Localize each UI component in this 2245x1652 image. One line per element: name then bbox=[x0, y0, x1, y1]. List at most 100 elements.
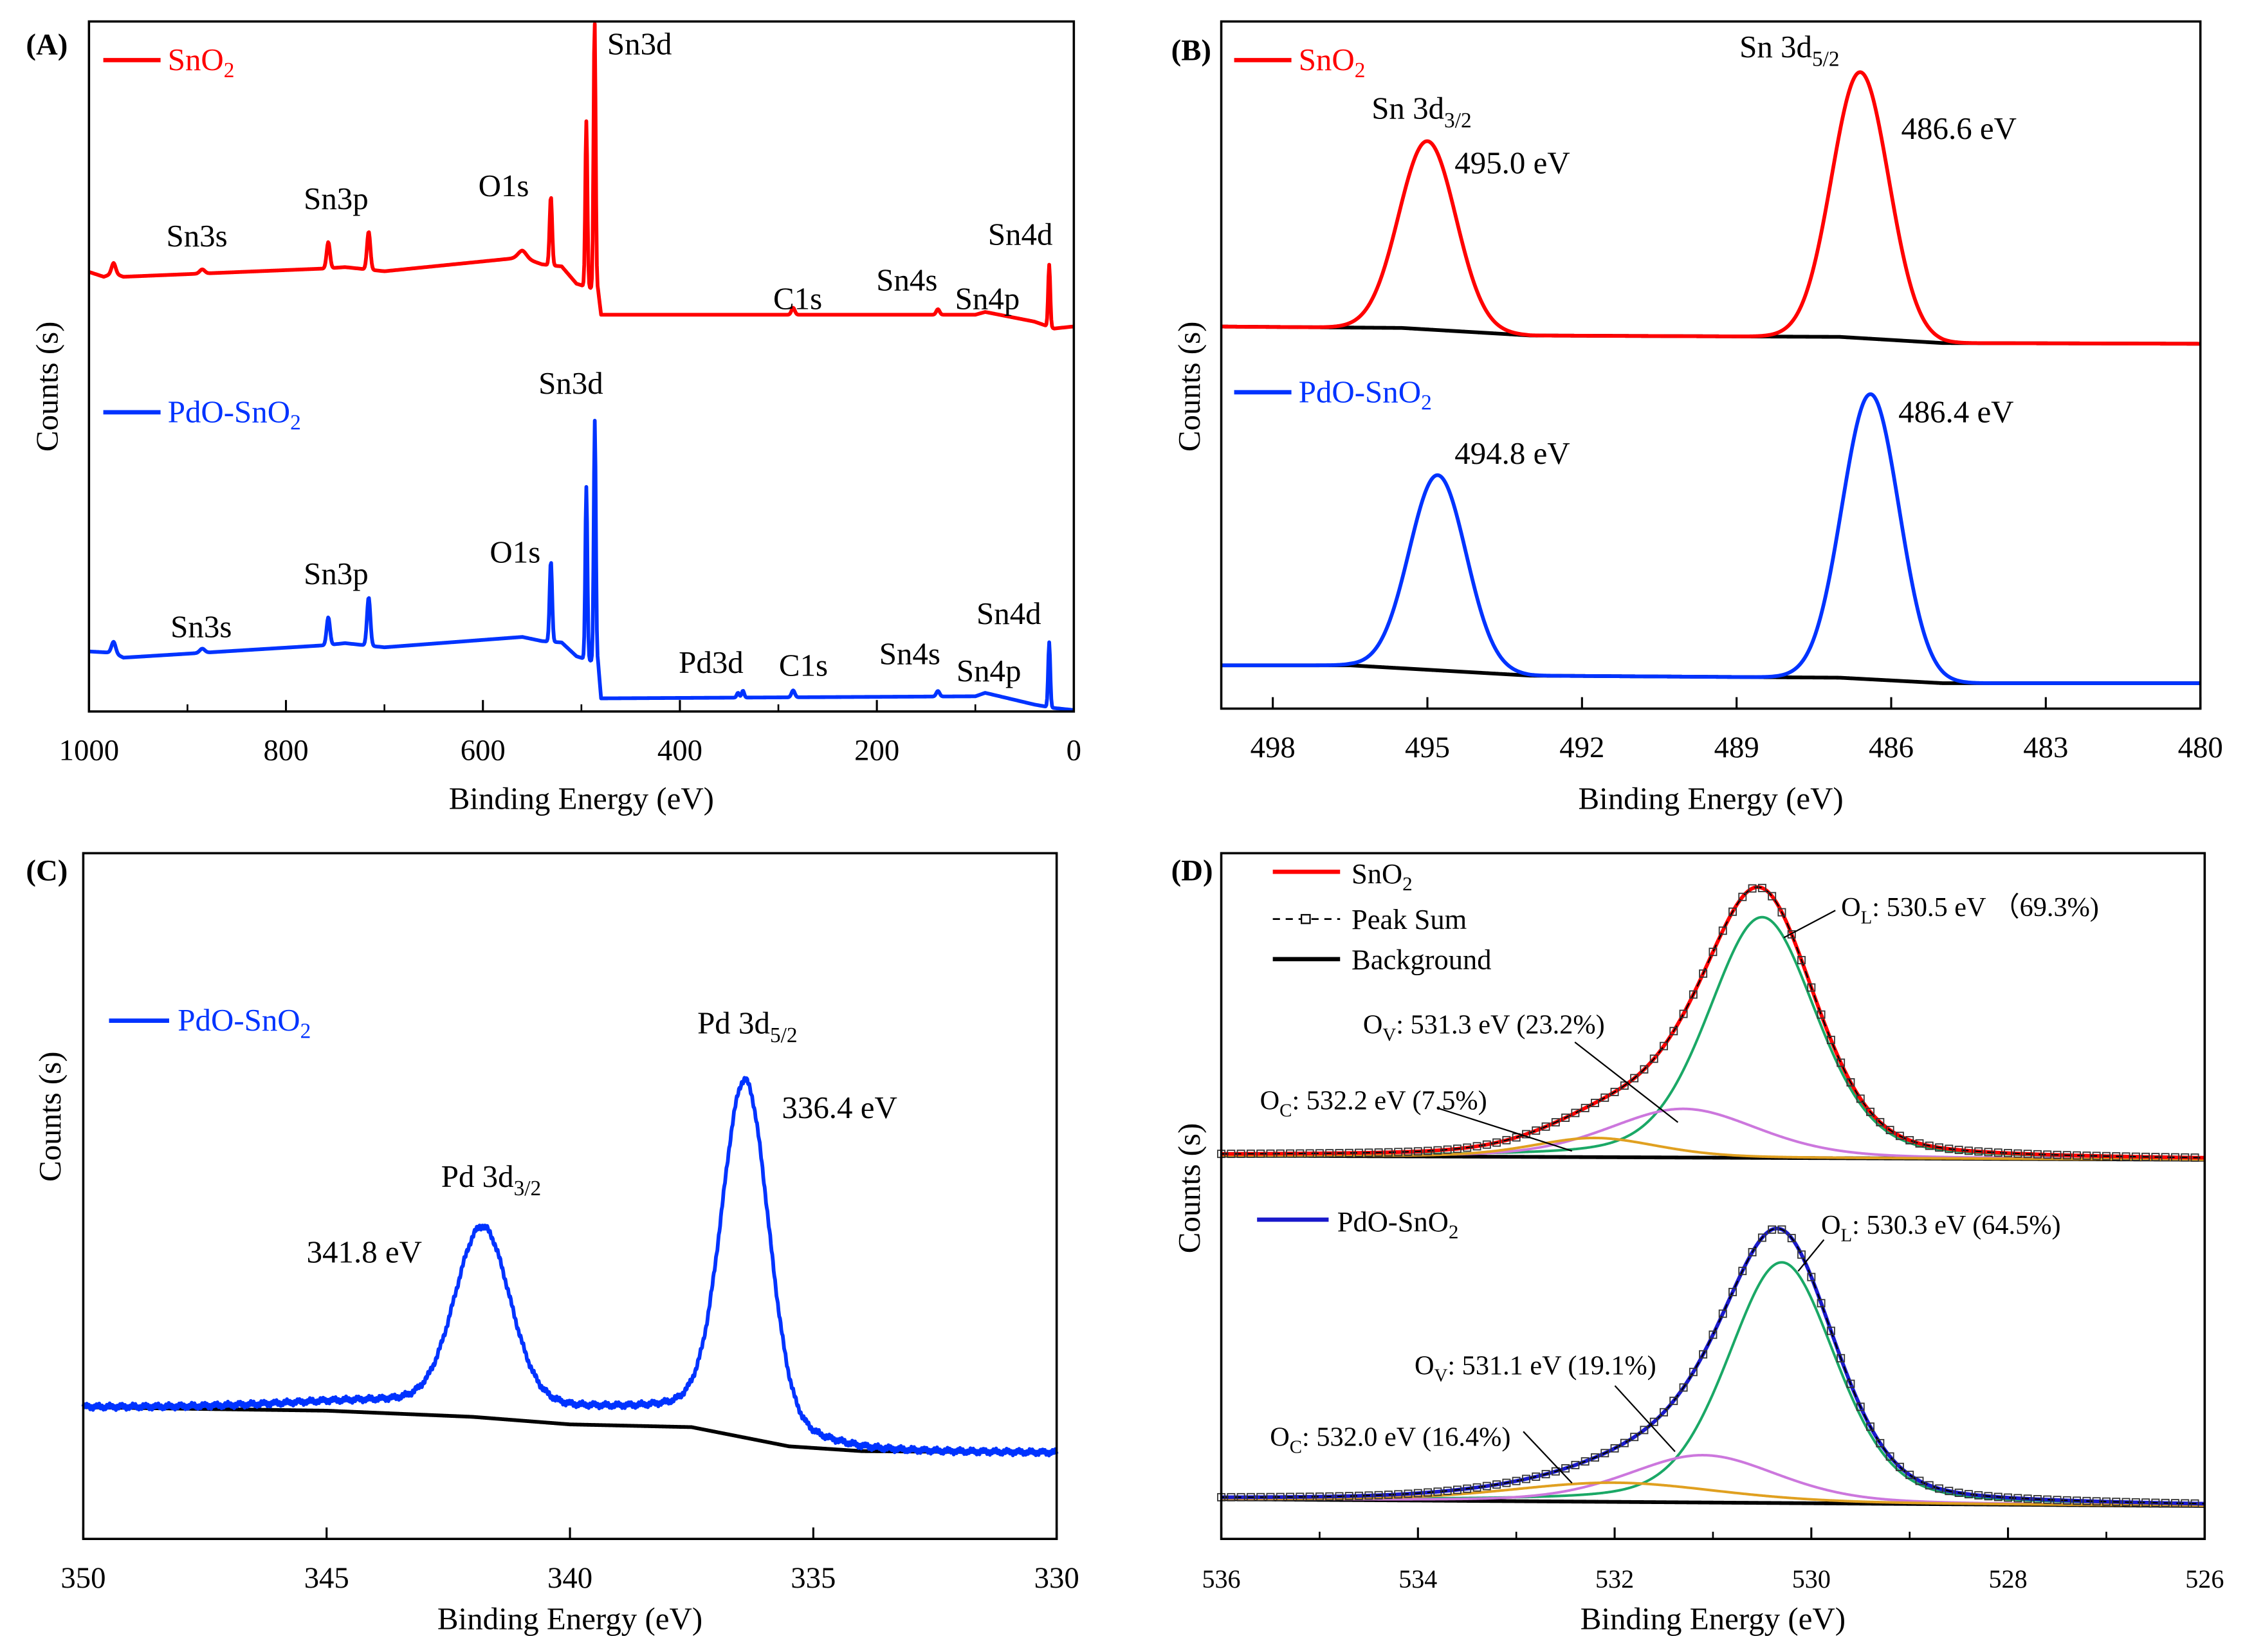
peak-sum-marker bbox=[2062, 1151, 2071, 1160]
peak-sum-marker bbox=[2121, 1152, 2130, 1161]
data-line-pdo-sno2 bbox=[87, 419, 1076, 712]
peak-sum-marker bbox=[1630, 1433, 1639, 1442]
peak-sum-marker bbox=[1344, 1148, 1353, 1157]
x-tick-label: 532 bbox=[1595, 1565, 1634, 1593]
peak-sum-marker bbox=[1561, 1464, 1570, 1473]
x-tick-label: 492 bbox=[1559, 731, 1604, 764]
peak-sum-marker bbox=[2092, 1497, 2101, 1506]
peak-sum-marker bbox=[1620, 1081, 1629, 1090]
peak-sum-marker bbox=[2062, 1496, 2071, 1505]
peak-sum-marker bbox=[1738, 1267, 1747, 1276]
annotation-ol-pdo-sno2: OL: 530.3 eV (64.5%) bbox=[1821, 1210, 2061, 1245]
legend-label-sno2: SnO2 bbox=[1352, 858, 1413, 895]
peak-sum-marker bbox=[1591, 1453, 1599, 1462]
annotation-sn3p: Sn3p bbox=[304, 181, 369, 216]
panel-b: 498 495 492 489 486 483 480 Binding Energy (eV)… bbox=[1171, 20, 2223, 816]
annotation-sno2-52-be: 486.6 eV bbox=[1901, 111, 2017, 146]
peak-sum-marker bbox=[1866, 1107, 1874, 1116]
y-axis-label: Counts (s) bbox=[32, 1051, 68, 1182]
leader-line-ov bbox=[1574, 1042, 1679, 1123]
x-tick-label: 200 bbox=[854, 734, 899, 767]
peak-sum-marker bbox=[1512, 1476, 1521, 1485]
legend-label-sno2: SnO2 bbox=[168, 42, 235, 82]
peak-sum-marker bbox=[1492, 1138, 1501, 1147]
peak-sum-marker bbox=[1246, 1150, 1255, 1158]
peak-sum-marker bbox=[1600, 1093, 1609, 1102]
peak-sum-marker bbox=[1315, 1492, 1324, 1501]
peak-sum-marker bbox=[1561, 1114, 1570, 1122]
y-axis-label: Counts (s) bbox=[1171, 1123, 1207, 1254]
peak-sum-marker bbox=[1305, 1492, 1314, 1501]
peak-sum-marker bbox=[1935, 1143, 1944, 1152]
x-tick-label: 350 bbox=[60, 1561, 105, 1595]
peak-sum-marker bbox=[1993, 1148, 2002, 1157]
peak-sum-marker bbox=[1826, 1036, 1835, 1045]
peak-sum-marker bbox=[1610, 1087, 1619, 1096]
peak-sum-marker bbox=[1551, 1118, 1560, 1127]
peak-sum-marker bbox=[2082, 1152, 2091, 1161]
peak-sum-marker bbox=[1424, 1146, 1433, 1155]
annotation-c1s: C1s bbox=[779, 647, 828, 683]
peak-sum-marker bbox=[1964, 1490, 1973, 1499]
peak-sum-marker bbox=[1443, 1145, 1452, 1154]
peak-sum-marker bbox=[2181, 1153, 2190, 1162]
peak-sum-marker bbox=[1374, 1148, 1383, 1157]
leader-line-ol bbox=[1797, 1239, 1825, 1272]
peak-sum-marker bbox=[1866, 1422, 1874, 1431]
legend-label-pdo-sno2: PdO-SnO2 bbox=[178, 1002, 311, 1043]
peak-sum-marker bbox=[1541, 1122, 1550, 1131]
peak-sum-marker bbox=[1472, 1483, 1481, 1492]
peak-sum-marker bbox=[1236, 1150, 1245, 1159]
peak-sum-marker bbox=[1620, 1438, 1629, 1447]
peak-sum-marker bbox=[1925, 1141, 1934, 1150]
annotation-sn3d: Sn3d bbox=[607, 26, 672, 62]
leader-line-ol bbox=[1783, 910, 1836, 939]
peak-sum-marker bbox=[1945, 1144, 1954, 1153]
plot-frame bbox=[1220, 20, 2202, 710]
peak-sum-marker bbox=[1532, 1126, 1541, 1135]
leader-line-oc bbox=[1437, 1107, 1573, 1152]
peak-sum-marker bbox=[1482, 1482, 1491, 1491]
peak-sum-marker bbox=[1413, 1147, 1422, 1156]
peak-sum-marker bbox=[1443, 1486, 1452, 1495]
annotation-sno2-32-be: 495.0 eV bbox=[1454, 145, 1570, 180]
peak-sum-marker bbox=[1837, 1058, 1846, 1067]
panel-b-label: (B) bbox=[1171, 33, 1211, 67]
peak-sum-marker bbox=[2082, 1496, 2091, 1505]
peak-sum-marker bbox=[1757, 1233, 1766, 1242]
x-axis-label: Binding Energy (eV) bbox=[1578, 780, 1843, 816]
peak-sum-marker bbox=[1640, 1065, 1649, 1074]
peak-sum-marker bbox=[1463, 1484, 1472, 1493]
peak-sum-marker bbox=[1325, 1492, 1334, 1501]
x-tick-label: 335 bbox=[791, 1561, 836, 1595]
annotation-o1s: O1s bbox=[490, 535, 540, 570]
peak-sum-marker bbox=[1876, 1117, 1885, 1126]
annotation-sn3s: Sn3s bbox=[166, 218, 227, 253]
annotation-sn4p: Sn4p bbox=[957, 653, 1022, 688]
leader-line-ov bbox=[1614, 1385, 1676, 1453]
peak-sum-marker bbox=[2181, 1499, 2190, 1508]
peak-sum-marker bbox=[1581, 1103, 1590, 1112]
peak-sum-marker bbox=[1895, 1132, 1904, 1141]
peak-sum-marker bbox=[1600, 1449, 1609, 1458]
peak-sum-marker bbox=[1413, 1489, 1422, 1498]
annotation-sn4s: Sn4s bbox=[876, 262, 937, 298]
annotation-sn3d52: Sn 3d5/2 bbox=[1739, 29, 1839, 71]
annotation-ov-sno2: OV: 531.3 eV (23.2%) bbox=[1363, 1010, 1605, 1045]
peak-sum-marker bbox=[1718, 1309, 1727, 1318]
peak-sum-marker bbox=[1787, 930, 1796, 939]
peak-sum-marker bbox=[1945, 1487, 1954, 1496]
peak-sum-marker bbox=[1846, 1379, 1855, 1388]
peak-sum-line-pdo-sno2 bbox=[1221, 1227, 2205, 1505]
peak-sum-marker bbox=[1325, 1149, 1334, 1158]
x-tick-label: 0 bbox=[1067, 734, 1081, 767]
peak-sum-marker bbox=[1777, 1225, 1786, 1234]
peak-sum-marker bbox=[1581, 1457, 1590, 1466]
peak-sum-marker bbox=[1993, 1492, 2002, 1501]
peak-sum-marker bbox=[1649, 1417, 1658, 1426]
peak-sum-marker bbox=[1817, 1299, 1826, 1308]
peak-sum-marker bbox=[1522, 1130, 1530, 1139]
peak-sum-marker bbox=[1355, 1148, 1364, 1157]
annotation-sn3s: Sn3s bbox=[170, 609, 232, 644]
peak-sum-marker bbox=[1807, 1272, 1816, 1281]
